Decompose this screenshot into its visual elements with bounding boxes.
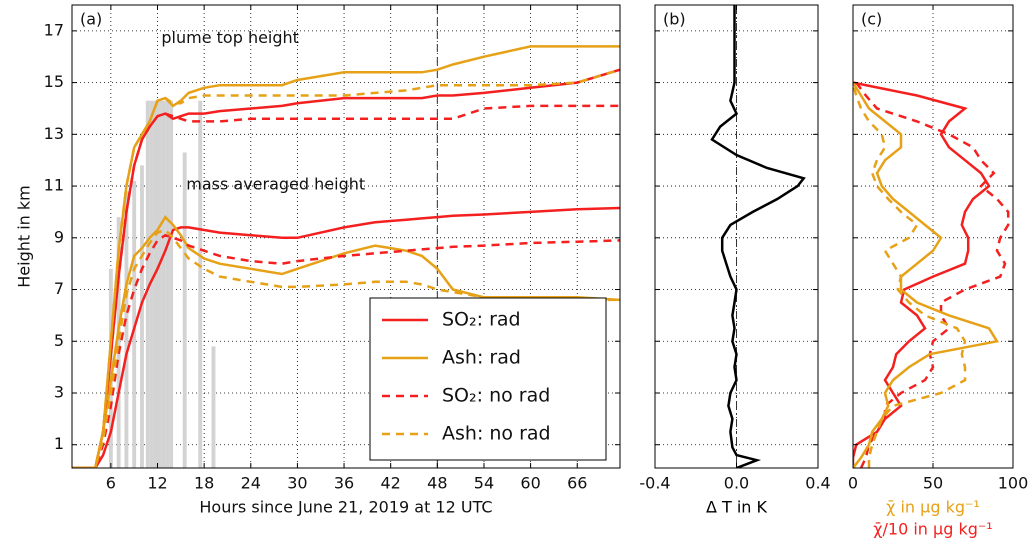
x-tick-label: -0.4	[639, 474, 670, 493]
plot-area	[72, 5, 620, 468]
panel-label: (c)	[861, 10, 882, 29]
x-axis-label: χ̄/10 in μg kg⁻¹	[873, 520, 992, 539]
bar	[124, 191, 129, 468]
series-line	[72, 228, 620, 468]
x-tick-label: 66	[567, 474, 587, 493]
legend	[369, 297, 607, 461]
y-axis-label: Height in km	[15, 185, 34, 288]
axes-frame	[71, 4, 621, 469]
y-tick-label: 3	[54, 382, 64, 401]
x-axis-label: χ̄ in μg kg⁻¹	[886, 498, 980, 517]
legend-label: Ash: no rad	[442, 423, 551, 445]
x-tick-label: 30	[287, 474, 307, 493]
series-line	[72, 215, 620, 468]
x-tick-label: 6	[106, 474, 116, 493]
x-tick-label: 100	[998, 474, 1029, 493]
legend-label: Ash: rad	[442, 347, 521, 369]
x-tick-label: 60	[520, 474, 540, 493]
x-tick-label: 50	[923, 474, 943, 493]
x-tick-label: 36	[334, 474, 354, 493]
bar	[161, 100, 166, 468]
bar	[140, 165, 144, 468]
bar	[157, 100, 162, 468]
x-tick-label: 0	[848, 474, 858, 493]
y-tick-label: 7	[54, 279, 64, 298]
y-tick-label: 1	[54, 434, 64, 453]
legend-label: SO₂: rad	[442, 309, 521, 331]
bar	[169, 100, 174, 468]
x-tick-label: 18	[194, 474, 214, 493]
panel-label: (b)	[663, 10, 686, 29]
profile-line	[710, 5, 806, 468]
bar	[108, 268, 113, 468]
x-tick-label: 54	[474, 474, 494, 493]
y-tick-label: 15	[44, 72, 64, 91]
series-line	[72, 68, 620, 468]
bar	[198, 100, 203, 468]
bar	[153, 100, 158, 468]
bar	[182, 152, 187, 468]
x-axis-label: Δ T in K	[706, 498, 768, 517]
series-line	[72, 104, 620, 468]
series-line	[72, 233, 620, 468]
profile-line	[853, 81, 991, 468]
profile-line	[853, 82, 967, 468]
axes-frame	[852, 4, 1014, 469]
y-tick-label: 9	[54, 227, 64, 246]
bar	[116, 217, 121, 468]
x-tick-label: 0.0	[724, 474, 749, 493]
x-tick-label: 42	[381, 474, 401, 493]
bar	[145, 100, 150, 468]
bar	[149, 100, 154, 468]
plot-area	[853, 5, 1013, 468]
profile-line	[855, 81, 1010, 468]
panel-label: (a)	[80, 10, 102, 29]
x-tick-label: 0.4	[805, 474, 830, 493]
x-tick-label: 24	[241, 474, 261, 493]
annotation: mass averaged height	[186, 174, 365, 193]
profile-line	[853, 81, 1000, 468]
plot-area	[655, 5, 818, 468]
legend-label: SO₂: no rad	[442, 385, 550, 407]
series-line	[72, 206, 620, 468]
bar	[211, 346, 216, 468]
y-tick-label: 5	[54, 331, 64, 350]
axes-frame	[654, 4, 819, 469]
y-tick-label: 17	[44, 20, 64, 39]
y-tick-label: 13	[44, 124, 64, 143]
x-axis-label: Hours since June 21, 2019 at 12 UTC	[199, 498, 492, 517]
x-tick-label: 12	[147, 474, 167, 493]
x-tick-label: 48	[427, 474, 447, 493]
annotation: plume top height	[161, 28, 299, 47]
bar	[165, 100, 170, 468]
y-tick-label: 11	[44, 176, 64, 195]
